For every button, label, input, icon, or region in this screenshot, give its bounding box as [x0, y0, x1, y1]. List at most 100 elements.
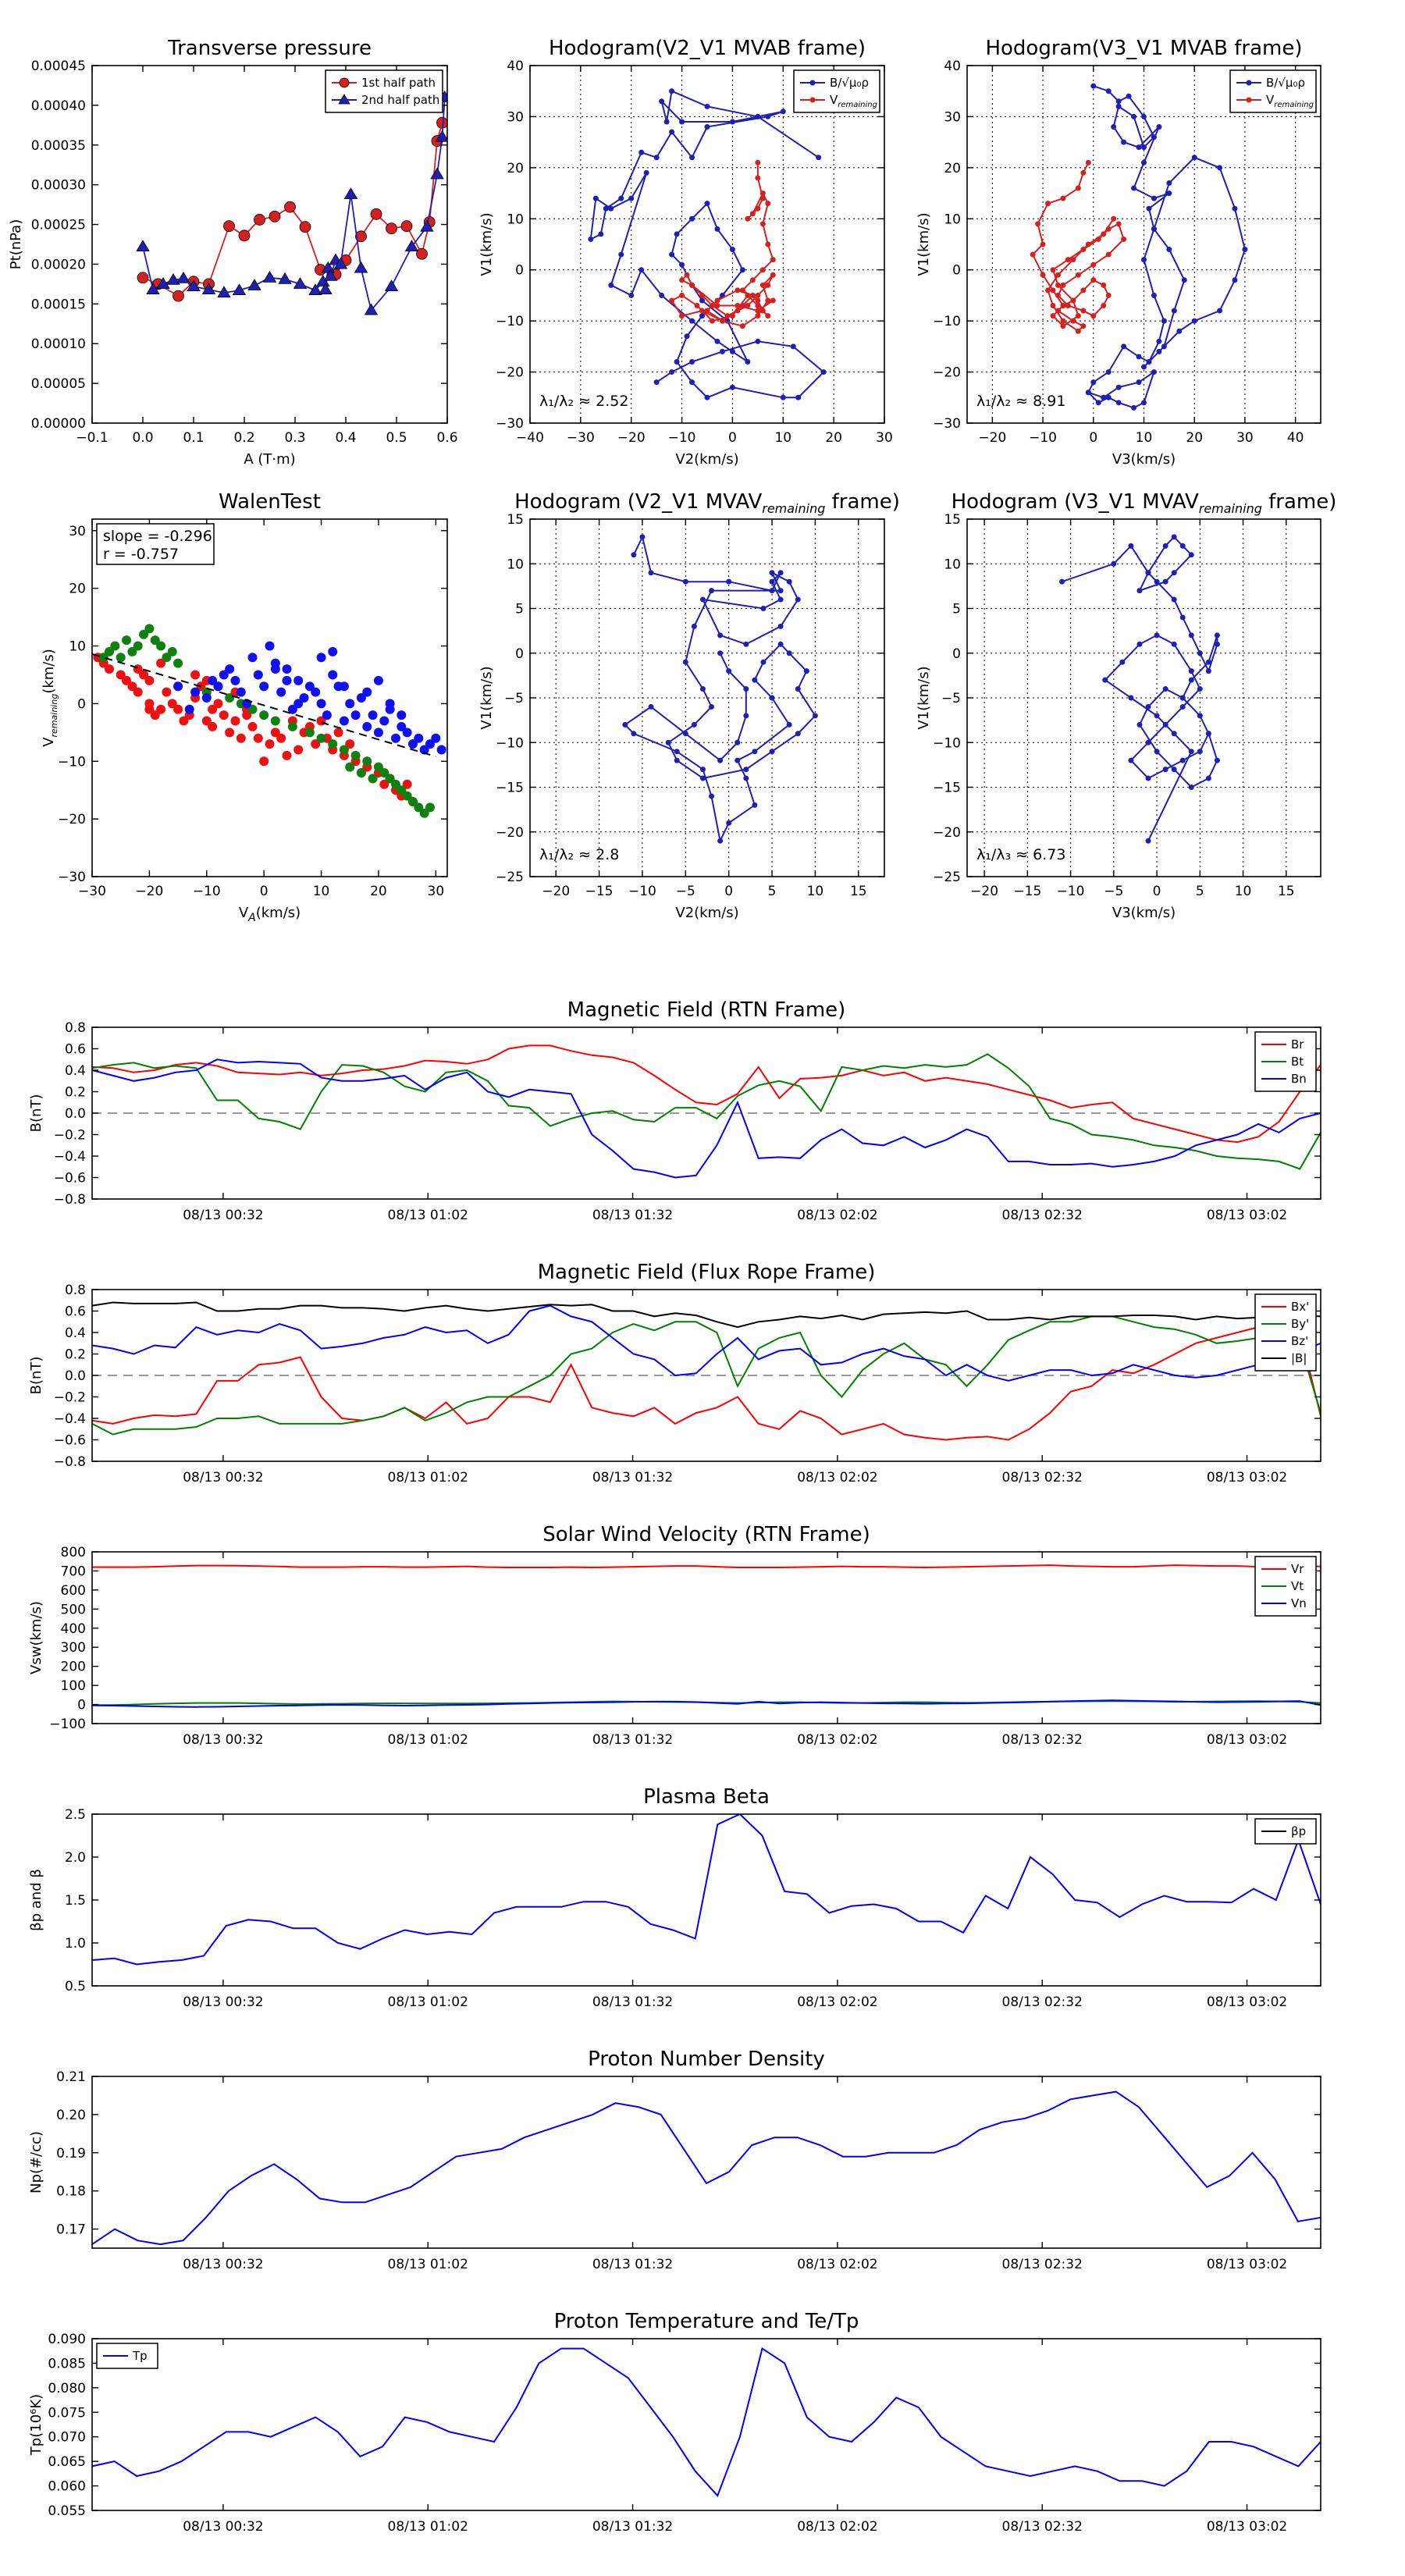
walen-point-0-8: [139, 670, 149, 680]
bfield_fr-ylabel: B(nT): [28, 1357, 44, 1395]
bfield_rtn-series-0: [92, 1044, 1321, 1144]
hodo1-point-1-5: [749, 211, 756, 217]
bfield_rtn-xtick-label-1: 08/13 01:02: [388, 1208, 468, 1223]
hodo2-point-1-23: [1105, 251, 1112, 258]
hodo1-point-0-3: [669, 88, 675, 94]
walen-point-0-23: [213, 699, 223, 709]
vsw-ytick-label-0: −100: [49, 1717, 86, 1732]
hodo3-point-0-28: [769, 749, 775, 755]
hodo2-point-0-50: [1141, 400, 1147, 406]
walen-point-1-23: [316, 733, 326, 743]
walen-point-1-21: [287, 721, 297, 731]
hodo2-point-1-2: [1075, 185, 1081, 191]
bfield_rtn-ytick-label-7: 0.6: [65, 1042, 86, 1058]
hodo1-point-1-12: [749, 277, 756, 283]
hodo2-point-1-31: [1101, 303, 1107, 309]
hodo1-point-0-14: [653, 155, 660, 161]
tp-ytick-label-6: 0.00030: [31, 178, 86, 194]
hodo3-point-0-34: [777, 641, 784, 647]
hodo2-point-0-16: [1166, 190, 1172, 197]
tp-point-1-7: [217, 286, 231, 298]
hodo4-point-0-50: [1102, 677, 1108, 683]
hodo2-point-1-3: [1060, 195, 1066, 201]
tp-point-0-5: [223, 220, 235, 232]
hodo2-point-0-7: [1131, 113, 1137, 119]
bfield_rtn-legend-label-0: Br: [1291, 1037, 1304, 1051]
walen-point-1-5: [127, 646, 137, 656]
walen-point-1-19: [259, 710, 269, 720]
hodo1-point-0-40: [704, 201, 710, 207]
hodo2-point-1-36: [1070, 297, 1076, 304]
walen-point-2-17: [282, 675, 292, 685]
vsw-ytick-label-7: 600: [61, 1583, 86, 1599]
walen-point-0-32: [265, 739, 275, 749]
hodo1-point-1-11: [759, 267, 766, 273]
walen-point-1-35: [414, 802, 424, 813]
hodo3-point-0-17: [777, 588, 784, 594]
hodo1-point-1-10: [770, 257, 776, 263]
beta-ytick-label-4: 2.5: [65, 1807, 86, 1823]
hodo2-point-0-46: [1101, 394, 1107, 400]
hodo2-point-1-45: [1055, 272, 1061, 278]
chart-bfield_fr: Magnetic Field (Flux Rope Frame) 08/13 00…: [28, 1261, 1321, 1485]
hodo3-point-0-5: [769, 588, 775, 594]
hodo1-point-0-0: [816, 155, 822, 161]
bfield_rtn-ytick-label-2: −0.4: [54, 1149, 86, 1165]
bfield_fr-ytick-label-1: −0.6: [54, 1433, 86, 1449]
walen-point-1-9: [150, 635, 160, 646]
np-xtick-label-5: 08/13 03:02: [1207, 2257, 1287, 2272]
np-ylabel: Np(#/cc): [28, 2131, 44, 2194]
walen-point-1-2: [110, 641, 120, 651]
hodo1-point-0-18: [598, 231, 604, 237]
hodo4-point-0-13: [1171, 596, 1177, 603]
walen-point-2-24: [322, 710, 332, 720]
tp-point-0-0: [137, 272, 149, 284]
hodo1-point-0-48: [689, 379, 695, 386]
vsw-legend-label-2: Vn: [1291, 1596, 1307, 1610]
hodo1-point-1-1: [755, 175, 761, 181]
walen-point-2-49: [328, 646, 338, 656]
hodo3-title: Hodogram (V2_V1 MVAVremaining frame): [514, 490, 900, 516]
hodo1-point-0-4: [663, 119, 670, 125]
hodo4-point-0-51: [1128, 695, 1134, 701]
hodo3-point-0-9: [760, 606, 767, 611]
hodo3-point-0-20: [682, 659, 688, 665]
hodo4-point-0-46: [1171, 641, 1177, 647]
vsw-ytick-label-5: 400: [61, 1621, 86, 1637]
vsw-ytick-label-6: 500: [61, 1602, 86, 1617]
tp-point-1-4: [176, 271, 190, 283]
vsw-ytick-label-3: 200: [61, 1660, 86, 1675]
hodo3-xtick-label-3: −5: [676, 884, 695, 899]
hodo2-point-0-44: [1090, 379, 1097, 386]
tp_temp-ytick-label-0: 0.055: [48, 2503, 86, 2519]
tp-xlabel: A (T·m): [244, 451, 295, 468]
walen-ytick-label-5: 20: [69, 582, 86, 597]
hodo2-point-0-23: [1242, 247, 1248, 253]
hodo3-point-0-37: [769, 695, 775, 701]
hodo2-ytick-label-7: 40: [944, 59, 961, 74]
hodo2-point-1-42: [1060, 318, 1066, 324]
hodo2-point-0-43: [1105, 369, 1112, 375]
hodo4-point-0-43: [1179, 703, 1186, 710]
hodo2-point-1-32: [1105, 292, 1112, 298]
hodo4-title: Hodogram (V3_V1 MVAVremaining frame): [951, 490, 1337, 516]
walen-point-0-22: [208, 721, 218, 731]
tp-ytick-label-2: 0.00010: [31, 336, 86, 352]
bfield_fr-series-0: [92, 1322, 1321, 1441]
hodo4-point-0-15: [1188, 632, 1194, 639]
hodo1-point-1-29: [735, 287, 741, 294]
tp-legend-marker-0: [339, 77, 350, 88]
hodo1-point-1-42: [724, 313, 731, 319]
chart-hodo3: Hodogram (V2_V1 MVAVremaining frame)−20−…: [478, 490, 900, 921]
bfield_rtn-xtick-label-2: 08/13 01:32: [592, 1208, 673, 1223]
tp-point-1-25: [420, 219, 434, 232]
walen-point-1-25: [339, 745, 349, 755]
hodo2-point-0-42: [1121, 343, 1127, 350]
hodo2-point-1-17: [1065, 257, 1071, 263]
hodo2-ytick-label-2: −10: [933, 314, 961, 329]
vsw-legend-label-0: Vr: [1291, 1562, 1304, 1576]
hodo4-point-0-12: [1154, 578, 1160, 585]
walen-point-0-3: [116, 670, 126, 680]
hodo4-point-0-33: [1179, 695, 1186, 701]
hodo1-point-0-37: [669, 251, 675, 258]
